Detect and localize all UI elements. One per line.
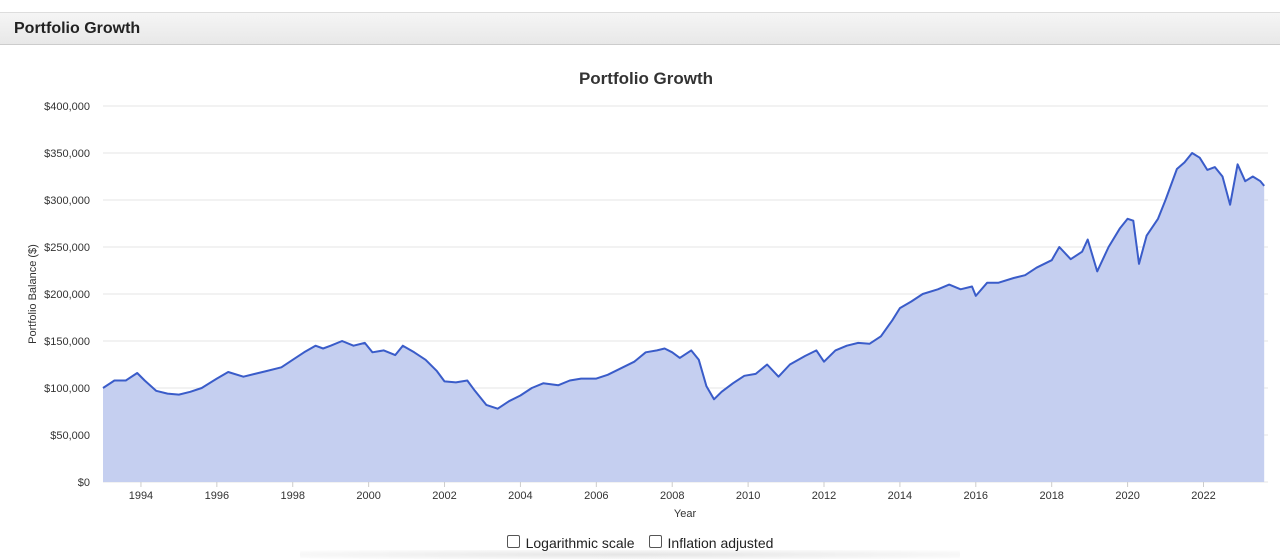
series-line bbox=[102, 152, 1265, 410]
inflation-checkbox[interactable] bbox=[648, 535, 662, 548]
panel-header: Portfolio Growth bbox=[0, 12, 1280, 45]
portfolio-growth-chart: Portfolio Growth $0 $50,000 $100,000 $150,0… bbox=[27, 69, 1268, 520]
x-tick-label: 2006 bbox=[584, 490, 608, 502]
x-axis-label: Year bbox=[674, 508, 697, 520]
chart-controls: Logarithmic scale Inflation adjusted bbox=[0, 532, 1280, 554]
y-tick-label: $200,000 bbox=[44, 289, 90, 301]
x-tick-label: 2014 bbox=[888, 490, 912, 502]
x-tick-label: 2010 bbox=[736, 490, 760, 502]
x-tick-label: 2000 bbox=[356, 490, 380, 502]
y-tick-labels: $0 $50,000 $100,000 $150,000 $200,000 $250,00… bbox=[44, 101, 90, 489]
panel-title: Portfolio Growth bbox=[14, 20, 141, 37]
series-area bbox=[102, 152, 1265, 482]
x-tick-label: 2022 bbox=[1191, 490, 1215, 502]
x-tick-label: 1994 bbox=[129, 490, 153, 502]
inflation-toggle[interactable]: Inflation adjusted bbox=[648, 535, 774, 551]
log-scale-toggle[interactable]: Logarithmic scale bbox=[506, 535, 635, 551]
x-tick-labels: 1994 1996 1998 2000 2002 2004 2006 2008 2010 2012… bbox=[129, 482, 1216, 502]
y-tick-label: $300,000 bbox=[44, 195, 90, 207]
y-tick-label: $50,000 bbox=[50, 430, 90, 442]
x-tick-label: 2020 bbox=[1115, 490, 1139, 502]
y-tick-label: $150,000 bbox=[44, 336, 90, 348]
x-tick-label: 1998 bbox=[280, 490, 304, 502]
y-tick-label: $250,000 bbox=[44, 242, 90, 254]
log-scale-checkbox[interactable] bbox=[506, 535, 520, 548]
x-tick-label: 2016 bbox=[964, 490, 988, 502]
x-tick-label: 2008 bbox=[660, 490, 684, 502]
log-scale-label: Logarithmic scale bbox=[525, 535, 635, 551]
y-axis-label: Portfolio Balance ($) bbox=[27, 244, 39, 344]
y-tick-label: $400,000 bbox=[44, 101, 90, 113]
y-tick-label: $100,000 bbox=[44, 383, 90, 395]
y-tick-label: $0 bbox=[78, 477, 90, 489]
y-tick-label: $350,000 bbox=[44, 148, 90, 160]
x-tick-label: 2012 bbox=[812, 490, 836, 502]
x-tick-label: 1996 bbox=[205, 490, 229, 502]
x-tick-label: 2002 bbox=[432, 490, 456, 502]
series-area-fill bbox=[103, 153, 1265, 482]
x-tick-label: 2004 bbox=[508, 490, 532, 502]
top-strip bbox=[0, 0, 1280, 12]
bottom-shadow bbox=[300, 550, 960, 559]
chart-title: Portfolio Growth bbox=[579, 69, 713, 88]
x-tick-label: 2018 bbox=[1039, 490, 1063, 502]
inflation-label: Inflation adjusted bbox=[667, 535, 774, 551]
